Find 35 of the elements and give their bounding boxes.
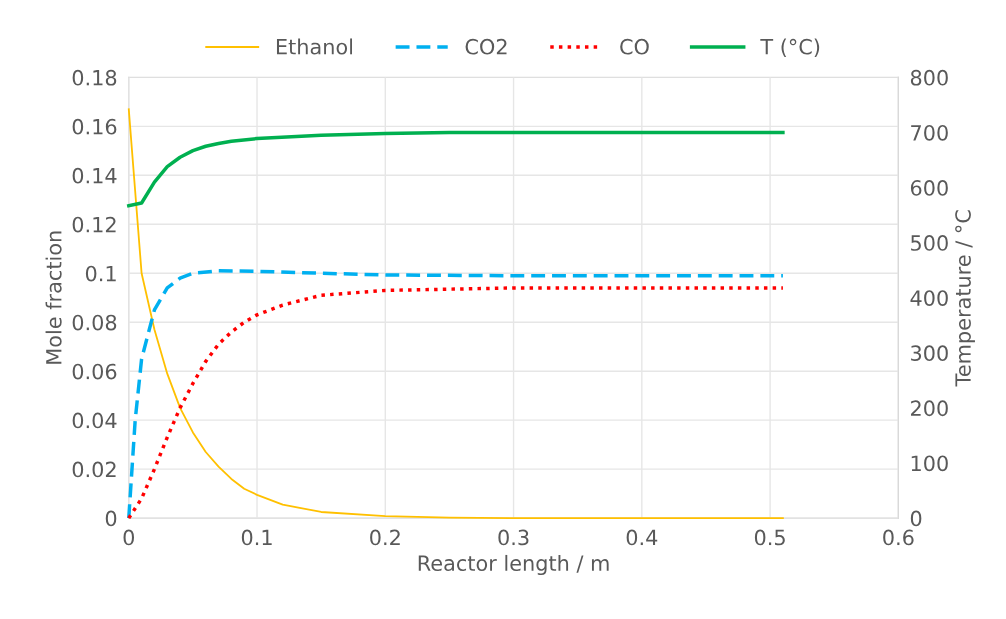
- x-axis-title: Reactor length / m: [418, 554, 609, 576]
- legend-label: CO2: [465, 38, 507, 55]
- legend-label: Ethanol: [276, 38, 353, 55]
- y-tick-label: 0.08: [72, 314, 117, 331]
- y-tick-label: 0.02: [72, 461, 116, 478]
- x-tick-label: 0.2: [370, 529, 400, 546]
- y2-tick-label: 500: [911, 235, 948, 251]
- y2-axis-title: Temperature / °C: [955, 210, 975, 387]
- y2-tick-label: 700: [911, 124, 948, 141]
- y-tick-label: 0.18: [72, 69, 117, 86]
- line-series: [127, 130, 785, 208]
- y2-tick-label: 0: [910, 510, 922, 527]
- x-tick-label: 0.5: [754, 529, 785, 546]
- y2-tick-label: 600: [910, 180, 948, 196]
- y-tick-label: 0.1: [85, 265, 116, 282]
- x-tick-label: 0.1: [241, 529, 272, 546]
- y2-tick-label: 300: [911, 345, 948, 362]
- y-tick-label: 0: [105, 510, 117, 527]
- y-tick-label: 0.14: [72, 167, 117, 184]
- legend-label: CO: [620, 38, 649, 55]
- y2-tick-label: 200: [911, 400, 948, 417]
- y2-tick-label: 800: [910, 69, 948, 86]
- y-tick-label: 0.12: [72, 216, 116, 233]
- x-tick-label: 0.6: [883, 529, 914, 546]
- y-axis-title: Mole fraction: [45, 231, 62, 364]
- y2-tick-label: 400: [910, 290, 948, 306]
- x-tick-label: 0.4: [626, 529, 658, 546]
- x-tick-label: 0.3: [498, 529, 529, 546]
- y-tick-label: 0.06: [72, 363, 117, 380]
- legend-label: T (°C): [760, 38, 820, 58]
- x-tick-label: 0: [123, 529, 135, 546]
- line-series: [127, 108, 784, 520]
- y-tick-label: 0.04: [72, 412, 117, 429]
- y-tick-label: 0.16: [72, 118, 117, 135]
- y2-tick-label: 100: [911, 455, 948, 472]
